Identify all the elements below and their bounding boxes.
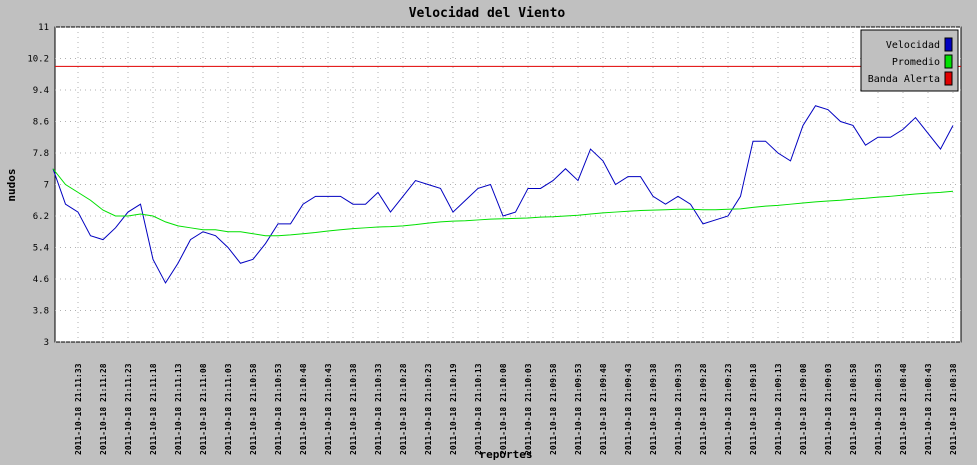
x-tick-label: 2011-10-18 21:09:33 [674, 363, 683, 455]
x-tick-label: 2011-10-18 21:10:38 [349, 363, 358, 455]
legend-label: Velocidad [886, 40, 940, 51]
x-tick-label: 2011-10-18 21:10:23 [424, 363, 433, 455]
x-tick-label: 2011-10-18 21:11:28 [99, 363, 108, 455]
x-axis-label: reportes [480, 448, 533, 461]
legend-swatch [944, 54, 953, 69]
x-tick-label: 2011-10-18 21:09:28 [699, 363, 708, 455]
x-tick-label: 2011-10-18 21:10:19 [449, 363, 458, 455]
x-tick-label: 2011-10-18 21:09:18 [749, 363, 758, 455]
series-line [52, 168, 954, 237]
legend-label: Promedio [892, 57, 940, 68]
legend-box [860, 29, 959, 92]
x-tick-label: 2011-10-18 21:11:18 [149, 363, 158, 455]
x-tick-label: 2011-10-18 21:08:43 [924, 363, 933, 455]
x-tick-label: 2011-10-18 21:08:53 [874, 363, 883, 455]
y-axis-label: nudos [5, 168, 18, 201]
y-tick-label: 4.6 [33, 275, 49, 285]
y-tick-label: 9.4 [33, 86, 49, 96]
y-tick-label: 7.8 [33, 149, 49, 159]
x-tick-label: 2011-10-18 21:10:48 [299, 363, 308, 455]
x-tick-label: 2011-10-18 21:11:03 [224, 363, 233, 455]
y-tick-label: 7 [44, 181, 49, 191]
x-tick-label: 2011-10-18 21:09:43 [624, 363, 633, 455]
x-tick-label: 2011-10-18 21:08:48 [899, 363, 908, 455]
x-tick-label: 2011-10-18 21:09:03 [824, 363, 833, 455]
x-tick-label: 2011-10-18 21:11:08 [199, 363, 208, 455]
x-tick-label: 2011-10-18 21:10:33 [374, 363, 383, 455]
x-tick-label: 2011-10-18 21:08:38 [949, 363, 958, 455]
x-tick-label: 2011-10-18 21:09:53 [574, 363, 583, 455]
x-tick-label: 2011-10-18 21:09:38 [649, 363, 658, 455]
legend-label: Banda Alerta [868, 74, 940, 85]
y-tick-label: 6.2 [33, 212, 49, 222]
x-tick-label: 2011-10-18 21:10:03 [524, 363, 533, 455]
x-tick-label: 2011-10-18 21:09:48 [599, 363, 608, 455]
x-tick-label: 2011-10-18 21:09:23 [724, 363, 733, 455]
x-tick-label: 2011-10-18 21:09:08 [799, 363, 808, 455]
x-tick-label: 2011-10-18 21:11:33 [74, 363, 83, 455]
y-tick-label: 10.2 [27, 55, 49, 65]
y-tick-label: 8.6 [33, 118, 49, 128]
chart-title: Velocidad del Viento [409, 6, 566, 21]
x-tick-label: 2011-10-18 21:09:13 [774, 363, 783, 455]
x-tick-label: 2011-10-18 21:10:08 [499, 363, 508, 455]
x-tick-label: 2011-10-18 21:10:43 [324, 363, 333, 455]
x-tick-label: 2011-10-18 21:10:13 [474, 363, 483, 455]
x-tick-label: 2011-10-18 21:09:58 [549, 363, 558, 455]
y-tick-label: 5.4 [33, 244, 49, 254]
y-tick-label: 3.8 [33, 307, 49, 317]
legend-swatch [944, 71, 953, 86]
legend: Velocidad Promedio Banda Alerta [860, 29, 959, 92]
y-tick-label: 11 [38, 23, 49, 33]
x-tick-label: 2011-10-18 21:10:53 [274, 363, 283, 455]
x-tick-label: 2011-10-18 21:11:23 [124, 363, 133, 455]
x-tick-label: 2011-10-18 21:11:13 [174, 363, 183, 455]
x-tick-label: 2011-10-18 21:10:28 [399, 363, 408, 455]
x-tick-label: 2011-10-18 21:10:58 [249, 363, 258, 455]
legend-swatch [944, 37, 953, 52]
series-line [52, 105, 954, 284]
x-tick-label: 2011-10-18 21:08:58 [849, 363, 858, 455]
y-tick-label: 3 [44, 338, 49, 348]
